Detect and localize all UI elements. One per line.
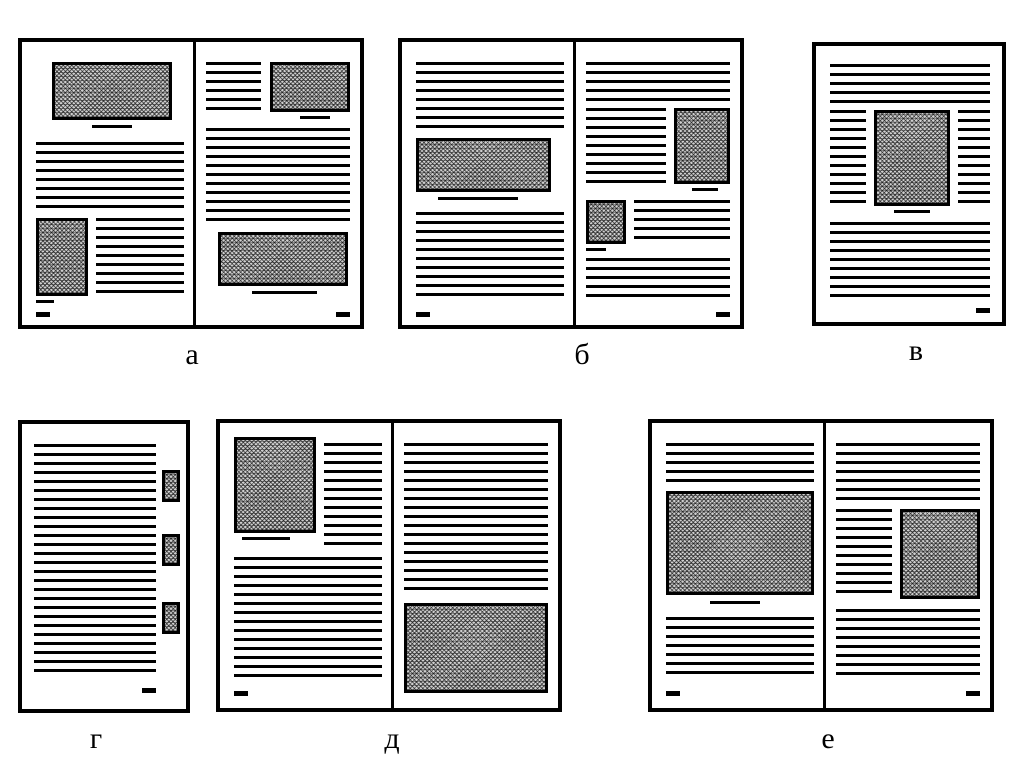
spine (823, 423, 826, 708)
page-number-mark (416, 312, 430, 317)
panel-d (216, 419, 562, 712)
image-block (416, 138, 551, 192)
caption-bar (36, 300, 54, 303)
page-number-mark (36, 312, 50, 317)
page-number-mark (716, 312, 730, 317)
image-block (666, 491, 814, 595)
image-block (586, 200, 626, 244)
image-block (270, 62, 350, 112)
image-block (52, 62, 172, 120)
image-block (234, 437, 316, 533)
spine (573, 42, 576, 325)
image-block (674, 108, 730, 184)
caption-bar (252, 291, 317, 294)
page-number-mark (966, 691, 980, 696)
panel-b (398, 38, 744, 329)
image-block (36, 218, 88, 296)
label-d: д (372, 722, 412, 756)
label-v: в (896, 334, 936, 368)
label-e: е (808, 722, 848, 756)
caption-bar (692, 188, 718, 191)
page-number-mark (142, 688, 156, 693)
page-number-mark (976, 308, 990, 313)
margin-image (162, 470, 180, 502)
label-a: а (172, 338, 212, 372)
spine (391, 423, 394, 708)
page-number-mark (234, 691, 248, 696)
margin-image (162, 602, 180, 634)
panel-v (812, 42, 1006, 326)
caption-bar (710, 601, 760, 604)
caption-bar (300, 116, 330, 119)
caption-bar (92, 125, 132, 128)
page-number-mark (666, 691, 680, 696)
image-block (404, 603, 548, 693)
caption-bar (586, 248, 606, 251)
image-block (874, 110, 950, 206)
image-block (218, 232, 348, 286)
caption-bar (894, 210, 930, 213)
label-g: г (76, 722, 116, 756)
page-number-mark (336, 312, 350, 317)
panel-e (648, 419, 994, 712)
spine (193, 42, 196, 325)
caption-bar (438, 197, 518, 200)
image-block (900, 509, 980, 599)
panel-g (18, 420, 190, 713)
label-b: б (562, 338, 602, 372)
caption-bar (242, 537, 290, 540)
panel-a (18, 38, 364, 329)
margin-image (162, 534, 180, 566)
